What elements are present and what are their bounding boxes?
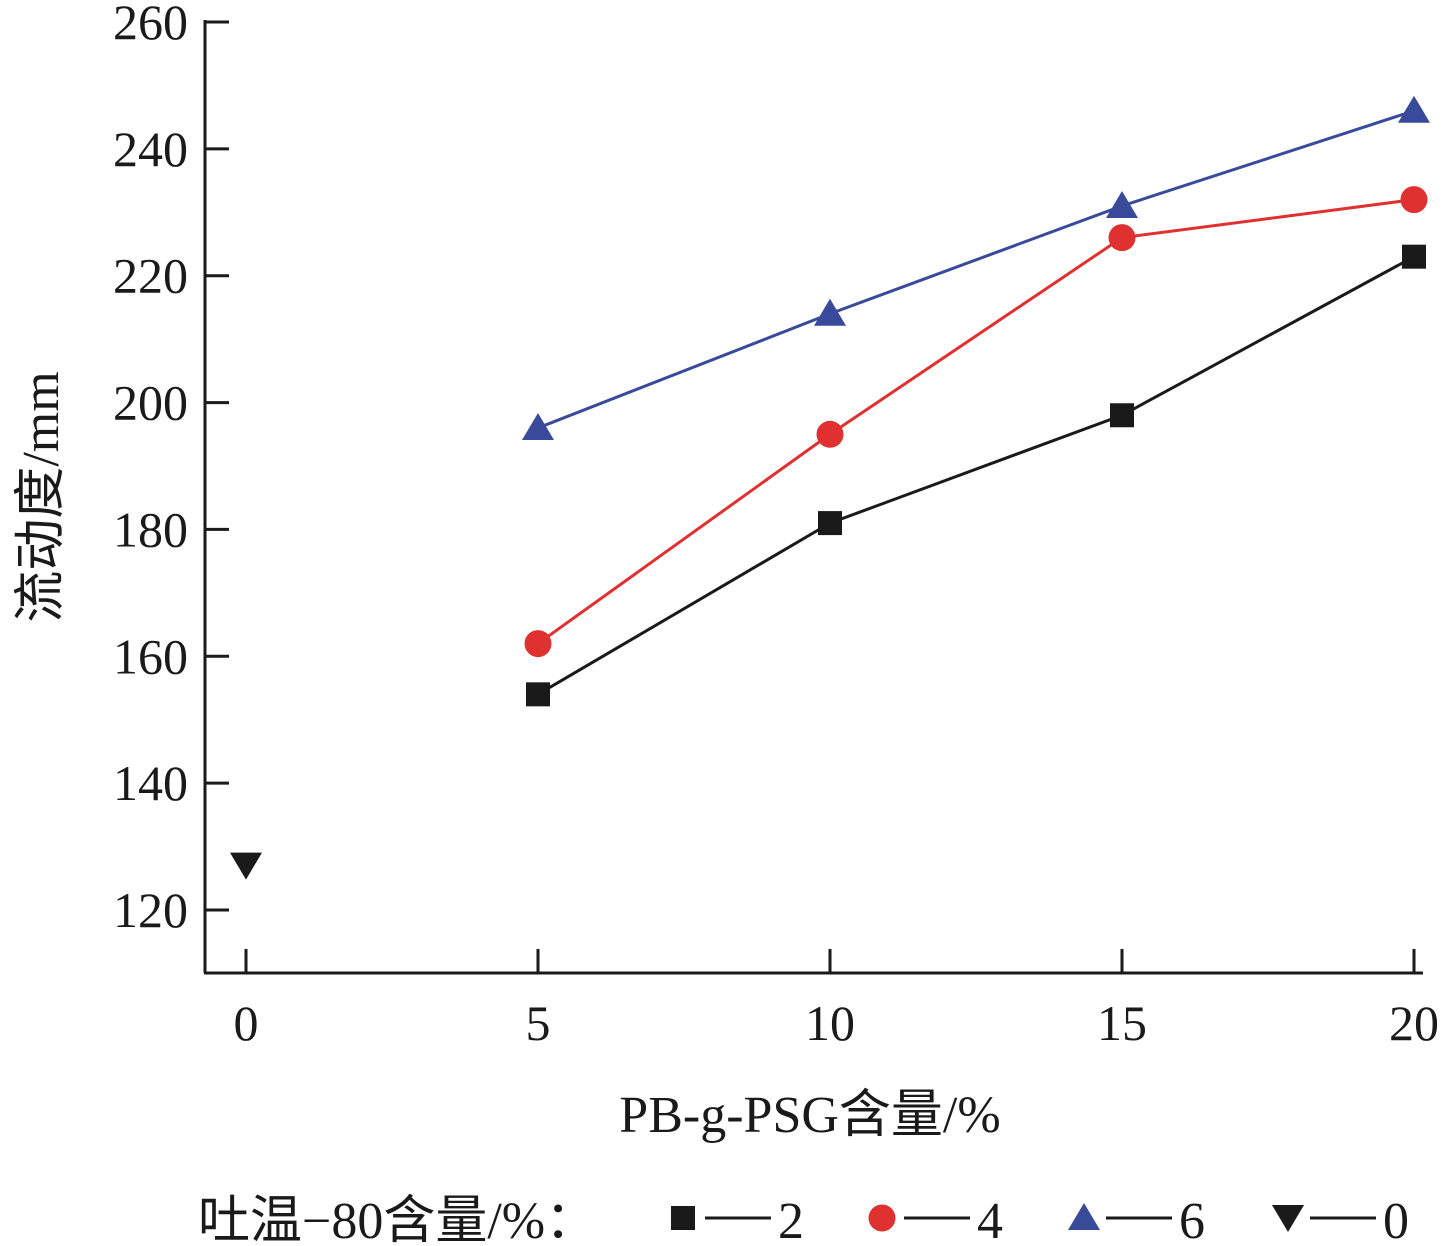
data-point-2	[526, 682, 550, 707]
data-point-4	[1108, 224, 1136, 252]
data-point-6	[1106, 190, 1138, 218]
y-tick-label: 200	[113, 375, 188, 431]
y-tick-label: 180	[113, 501, 188, 557]
legend-marker-4	[868, 1204, 896, 1232]
y-axis-title: 流动度/mm	[13, 371, 70, 622]
series-2	[526, 244, 1426, 707]
y-tick-label: 140	[113, 755, 188, 811]
x-axis-title: PB-g-PSG含量/%	[619, 1087, 1000, 1144]
legend-marker-6	[1068, 1203, 1100, 1230]
y-tick-label: 260	[113, 0, 188, 50]
x-tick-label: 10	[805, 995, 855, 1051]
x-tick-label: 15	[1097, 995, 1147, 1051]
data-point-6	[1398, 95, 1430, 123]
legend-label-2: 2	[778, 1193, 804, 1246]
series-line-6	[537, 109, 1415, 430]
data-point-2	[1110, 403, 1134, 428]
legend-marker-2	[671, 1206, 695, 1230]
y-tick-label: 240	[113, 121, 188, 177]
axes	[203, 20, 1423, 975]
y-tick-label: 160	[113, 628, 188, 684]
series-6	[522, 95, 1430, 440]
legend: 吐温−80含量/%： 2 4 6 0	[198, 1193, 1409, 1246]
y-ticks: 120 140 160 180 200 220 240 260	[113, 0, 229, 938]
x-tick-label: 20	[1389, 995, 1439, 1051]
x-tick-label: 0	[234, 995, 259, 1051]
data-point-4	[1400, 186, 1428, 214]
legend-label-4: 4	[977, 1193, 1003, 1246]
series-line-4	[537, 198, 1415, 645]
y-tick-label: 220	[113, 248, 188, 304]
series-layer	[230, 95, 1430, 880]
series-4	[524, 186, 1428, 658]
data-point-6	[814, 298, 846, 326]
data-point-4	[524, 630, 552, 658]
data-point-0	[230, 852, 262, 880]
legend-label-0: 0	[1383, 1193, 1409, 1246]
y-tick-label: 120	[113, 882, 188, 938]
data-point-6	[522, 412, 554, 440]
legend-marker-0	[1272, 1205, 1304, 1232]
data-point-2	[818, 511, 842, 536]
series-line-2	[537, 255, 1415, 696]
x-tick-label: 5	[526, 995, 551, 1051]
data-point-4	[816, 420, 844, 448]
legend-label-6: 6	[1179, 1193, 1205, 1246]
x-ticks: 0 5 10 15 20	[234, 949, 1439, 1051]
legend-title: 吐温−80含量/%：	[198, 1193, 597, 1246]
series-0	[230, 852, 262, 880]
data-point-2	[1402, 244, 1426, 269]
